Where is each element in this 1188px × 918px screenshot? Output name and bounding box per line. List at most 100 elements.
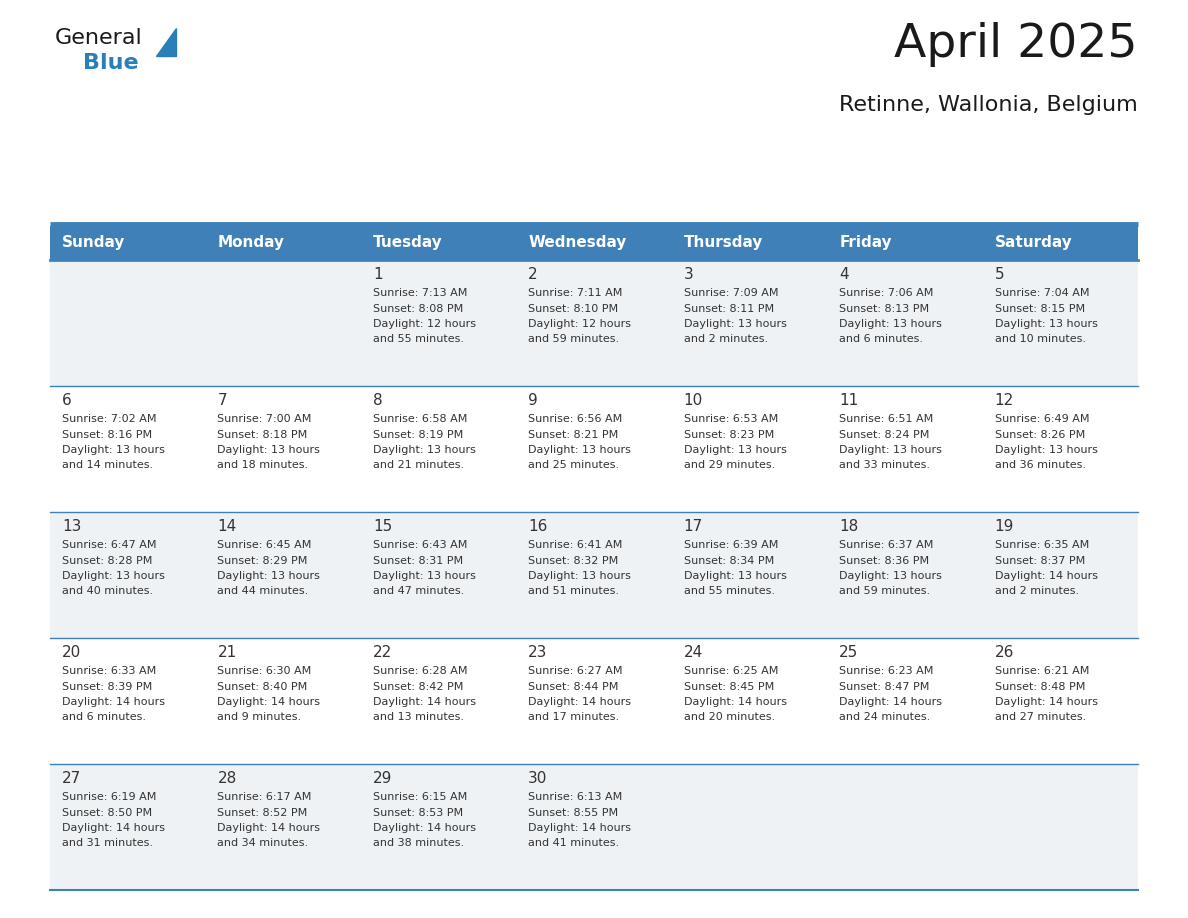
Text: Daylight: 14 hours: Daylight: 14 hours — [62, 697, 165, 707]
Text: Sunset: 8:36 PM: Sunset: 8:36 PM — [839, 555, 929, 565]
Text: Daylight: 13 hours: Daylight: 13 hours — [217, 571, 321, 581]
Text: Sunset: 8:32 PM: Sunset: 8:32 PM — [529, 555, 619, 565]
Text: Sunset: 8:37 PM: Sunset: 8:37 PM — [994, 555, 1085, 565]
Text: and 18 minutes.: and 18 minutes. — [217, 461, 309, 471]
Text: Sunrise: 7:11 AM: Sunrise: 7:11 AM — [529, 288, 623, 298]
Text: Daylight: 14 hours: Daylight: 14 hours — [994, 697, 1098, 707]
Text: 11: 11 — [839, 393, 859, 408]
Text: 25: 25 — [839, 645, 859, 660]
Text: Daylight: 14 hours: Daylight: 14 hours — [839, 697, 942, 707]
Text: and 2 minutes.: and 2 minutes. — [994, 587, 1079, 597]
Text: 6: 6 — [62, 393, 71, 408]
Text: General: General — [55, 28, 143, 48]
Text: and 59 minutes.: and 59 minutes. — [839, 587, 930, 597]
Text: 1: 1 — [373, 267, 383, 282]
Polygon shape — [156, 28, 176, 56]
Text: Sunset: 8:50 PM: Sunset: 8:50 PM — [62, 808, 152, 818]
Text: Sunrise: 6:35 AM: Sunrise: 6:35 AM — [994, 540, 1089, 550]
Text: Sunrise: 7:00 AM: Sunrise: 7:00 AM — [217, 414, 311, 424]
Text: Sunset: 8:45 PM: Sunset: 8:45 PM — [684, 681, 773, 691]
Text: Sunrise: 6:53 AM: Sunrise: 6:53 AM — [684, 414, 778, 424]
Bar — [50, 764, 1138, 890]
Text: and 6 minutes.: and 6 minutes. — [62, 712, 146, 722]
Text: Daylight: 14 hours: Daylight: 14 hours — [529, 697, 631, 707]
Text: 9: 9 — [529, 393, 538, 408]
Bar — [517, 226, 671, 260]
Text: Sunrise: 6:58 AM: Sunrise: 6:58 AM — [373, 414, 467, 424]
Text: Sunset: 8:44 PM: Sunset: 8:44 PM — [529, 681, 619, 691]
Text: 12: 12 — [994, 393, 1013, 408]
Text: 22: 22 — [373, 645, 392, 660]
Text: Daylight: 13 hours: Daylight: 13 hours — [684, 571, 786, 581]
Text: Daylight: 14 hours: Daylight: 14 hours — [994, 571, 1098, 581]
Text: Daylight: 12 hours: Daylight: 12 hours — [373, 319, 476, 329]
Text: Daylight: 13 hours: Daylight: 13 hours — [529, 571, 631, 581]
Text: Daylight: 13 hours: Daylight: 13 hours — [529, 445, 631, 455]
Text: Sunset: 8:26 PM: Sunset: 8:26 PM — [994, 430, 1085, 440]
Text: and 38 minutes.: and 38 minutes. — [373, 838, 465, 848]
Text: Sunrise: 6:19 AM: Sunrise: 6:19 AM — [62, 792, 157, 802]
Text: and 6 minutes.: and 6 minutes. — [839, 334, 923, 344]
Text: Sunrise: 6:21 AM: Sunrise: 6:21 AM — [994, 666, 1089, 676]
Text: Daylight: 13 hours: Daylight: 13 hours — [373, 445, 475, 455]
Text: and 2 minutes.: and 2 minutes. — [684, 334, 767, 344]
Text: Sunset: 8:13 PM: Sunset: 8:13 PM — [839, 304, 929, 314]
Text: and 44 minutes.: and 44 minutes. — [217, 587, 309, 597]
Text: Sunset: 8:16 PM: Sunset: 8:16 PM — [62, 430, 152, 440]
Text: and 34 minutes.: and 34 minutes. — [217, 838, 309, 848]
Text: Sunset: 8:29 PM: Sunset: 8:29 PM — [217, 555, 308, 565]
Bar — [50, 226, 206, 260]
Text: 23: 23 — [529, 645, 548, 660]
Text: Sunset: 8:52 PM: Sunset: 8:52 PM — [217, 808, 308, 818]
Text: 26: 26 — [994, 645, 1013, 660]
Text: and 31 minutes.: and 31 minutes. — [62, 838, 153, 848]
Text: Sunrise: 6:49 AM: Sunrise: 6:49 AM — [994, 414, 1089, 424]
Text: Sunset: 8:18 PM: Sunset: 8:18 PM — [217, 430, 308, 440]
Text: 21: 21 — [217, 645, 236, 660]
Text: 27: 27 — [62, 771, 81, 786]
Bar — [206, 226, 361, 260]
Text: and 17 minutes.: and 17 minutes. — [529, 712, 619, 722]
Text: and 33 minutes.: and 33 minutes. — [839, 461, 930, 471]
Text: Sunrise: 7:13 AM: Sunrise: 7:13 AM — [373, 288, 467, 298]
Text: and 29 minutes.: and 29 minutes. — [684, 461, 775, 471]
Text: April 2025: April 2025 — [895, 22, 1138, 67]
Bar — [50, 260, 1138, 386]
Text: 29: 29 — [373, 771, 392, 786]
Text: and 40 minutes.: and 40 minutes. — [62, 587, 153, 597]
Text: 13: 13 — [62, 519, 81, 534]
Bar — [361, 226, 517, 260]
Text: Sunrise: 6:30 AM: Sunrise: 6:30 AM — [217, 666, 311, 676]
Text: and 47 minutes.: and 47 minutes. — [373, 587, 465, 597]
Text: Sunset: 8:40 PM: Sunset: 8:40 PM — [217, 681, 308, 691]
Bar — [50, 512, 1138, 638]
Text: 10: 10 — [684, 393, 703, 408]
Bar — [50, 386, 1138, 512]
Text: Sunset: 8:47 PM: Sunset: 8:47 PM — [839, 681, 929, 691]
Text: 4: 4 — [839, 267, 848, 282]
Text: and 20 minutes.: and 20 minutes. — [684, 712, 775, 722]
Text: 20: 20 — [62, 645, 81, 660]
Text: Sunset: 8:34 PM: Sunset: 8:34 PM — [684, 555, 773, 565]
Text: and 41 minutes.: and 41 minutes. — [529, 838, 619, 848]
Text: Daylight: 12 hours: Daylight: 12 hours — [529, 319, 631, 329]
Text: Sunday: Sunday — [62, 236, 126, 251]
Text: Daylight: 14 hours: Daylight: 14 hours — [684, 697, 786, 707]
Text: 16: 16 — [529, 519, 548, 534]
Text: 2: 2 — [529, 267, 538, 282]
Text: Sunrise: 6:15 AM: Sunrise: 6:15 AM — [373, 792, 467, 802]
Text: and 24 minutes.: and 24 minutes. — [839, 712, 930, 722]
Text: Daylight: 13 hours: Daylight: 13 hours — [62, 445, 165, 455]
Text: Friday: Friday — [839, 236, 892, 251]
Text: Sunrise: 6:56 AM: Sunrise: 6:56 AM — [529, 414, 623, 424]
Text: Retinne, Wallonia, Belgium: Retinne, Wallonia, Belgium — [839, 95, 1138, 115]
Text: Sunset: 8:15 PM: Sunset: 8:15 PM — [994, 304, 1085, 314]
Text: Blue: Blue — [83, 53, 139, 73]
Text: and 55 minutes.: and 55 minutes. — [684, 587, 775, 597]
Text: Daylight: 14 hours: Daylight: 14 hours — [373, 823, 476, 833]
Text: 19: 19 — [994, 519, 1013, 534]
Text: Monday: Monday — [217, 236, 284, 251]
Text: Sunrise: 6:43 AM: Sunrise: 6:43 AM — [373, 540, 467, 550]
Text: and 10 minutes.: and 10 minutes. — [994, 334, 1086, 344]
Text: 7: 7 — [217, 393, 227, 408]
